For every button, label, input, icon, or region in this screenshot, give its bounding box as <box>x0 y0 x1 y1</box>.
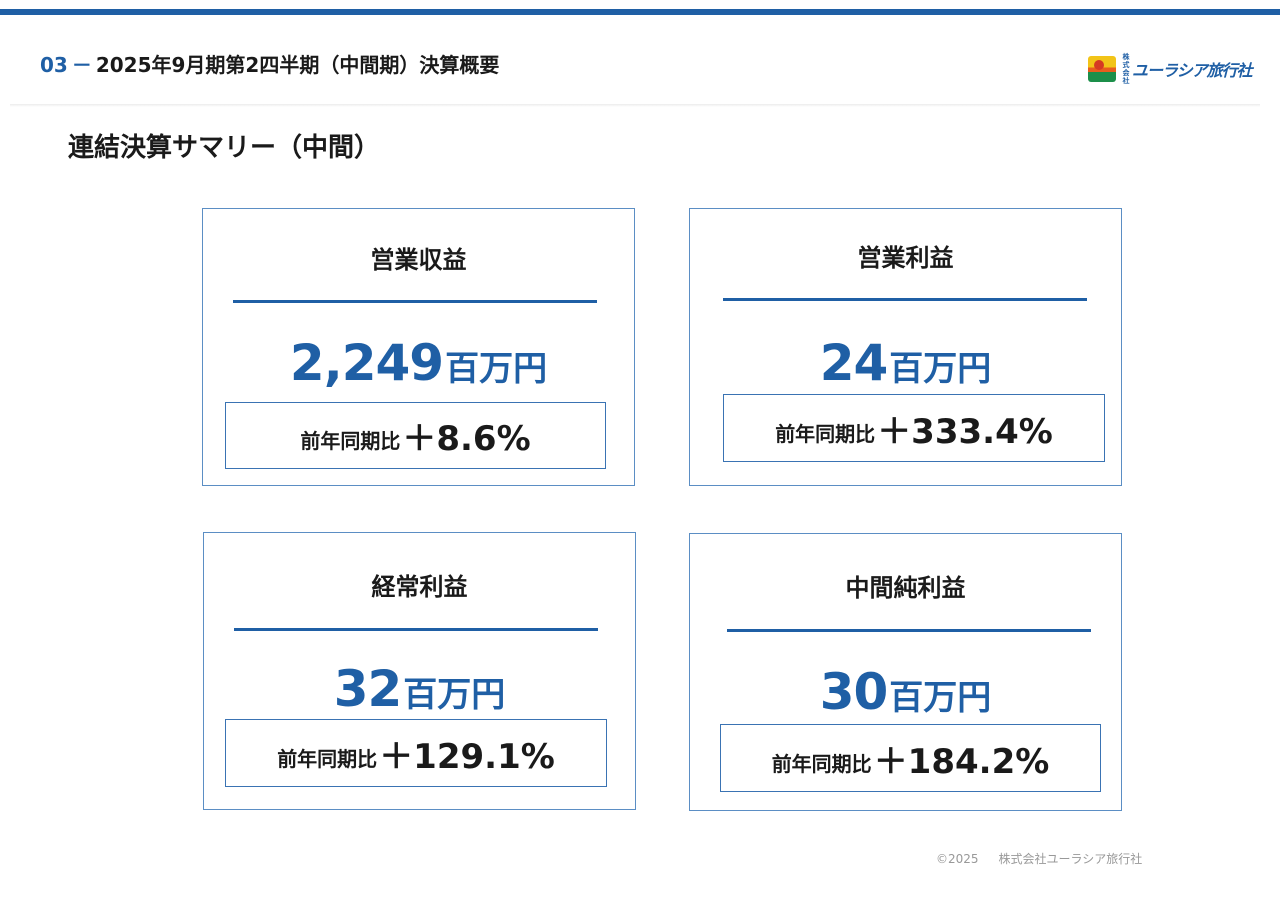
logo-small-text: 株式会社 <box>1122 53 1130 85</box>
yoy-label: 前年同期比 <box>775 421 876 446</box>
card-value: 24百万円 <box>690 333 1121 393</box>
footer: ©2025 株式会社ユーラシア旅行社 <box>936 850 1142 867</box>
company-logo: 株式会社 ユーラシア旅行社 <box>1088 53 1253 85</box>
copyright: ©2025 <box>936 852 979 866</box>
yoy-label: 前年同期比 <box>771 751 872 776</box>
yoy-value: ＋333.4% <box>877 411 1053 452</box>
value-number: 24 <box>819 334 889 392</box>
card-divider <box>723 298 1087 301</box>
yoy-box: 前年同期比 ＋184.2% <box>720 724 1101 792</box>
yoy-value: ＋8.6% <box>402 419 531 459</box>
section-number: 03 <box>40 53 68 77</box>
operating-profit-card: 営業利益 24百万円 前年同期比 ＋333.4% <box>689 208 1122 486</box>
card-label: 経常利益 <box>371 573 468 601</box>
card-label: 営業収益 <box>370 246 467 274</box>
value-unit: 百万円 <box>889 678 992 718</box>
page-title: 2025年9月期第2四半期（中間期）決算概要 <box>95 53 500 77</box>
net-income-card: 中間純利益 30百万円 前年同期比 ＋184.2% <box>689 533 1122 811</box>
card-divider <box>727 629 1091 632</box>
header-dash: － <box>71 53 92 77</box>
card-label: 中間純利益 <box>845 574 966 602</box>
value-unit: 百万円 <box>445 349 548 389</box>
card-divider <box>233 300 597 303</box>
yoy-box: 前年同期比 ＋129.1% <box>225 719 607 787</box>
value-number: 2,249 <box>289 334 444 392</box>
page-header: 03 － 2025年9月期第2四半期（中間期）決算概要 <box>40 50 499 80</box>
footer-company: 株式会社ユーラシア旅行社 <box>998 852 1143 866</box>
yoy-box: 前年同期比 ＋8.6% <box>225 402 606 469</box>
logo-name: ユーラシア旅行社 <box>1132 61 1253 80</box>
logo-sun-icon <box>1088 56 1116 82</box>
header-divider <box>10 104 1260 107</box>
value-number: 32 <box>333 660 403 718</box>
card-value: 30百万円 <box>690 662 1121 722</box>
value-unit: 百万円 <box>889 349 992 389</box>
card-label: 営業利益 <box>857 244 954 272</box>
top-accent-bar <box>0 9 1280 15</box>
value-unit: 百万円 <box>403 675 506 715</box>
yoy-label: 前年同期比 <box>300 429 401 453</box>
yoy-box: 前年同期比 ＋333.4% <box>723 394 1105 462</box>
yoy-value: ＋184.2% <box>873 741 1050 782</box>
ordinary-profit-card: 経常利益 32百万円 前年同期比 ＋129.1% <box>203 532 636 810</box>
value-number: 30 <box>819 663 889 721</box>
revenue-card: 営業収益 2,249百万円 前年同期比 ＋8.6% <box>202 208 635 486</box>
card-divider <box>234 628 598 631</box>
card-value: 2,249百万円 <box>203 333 634 393</box>
yoy-label: 前年同期比 <box>277 746 378 771</box>
yoy-value: ＋129.1% <box>379 736 555 777</box>
section-title: 連結決算サマリー（中間） <box>68 133 381 163</box>
card-value: 32百万円 <box>204 659 635 719</box>
